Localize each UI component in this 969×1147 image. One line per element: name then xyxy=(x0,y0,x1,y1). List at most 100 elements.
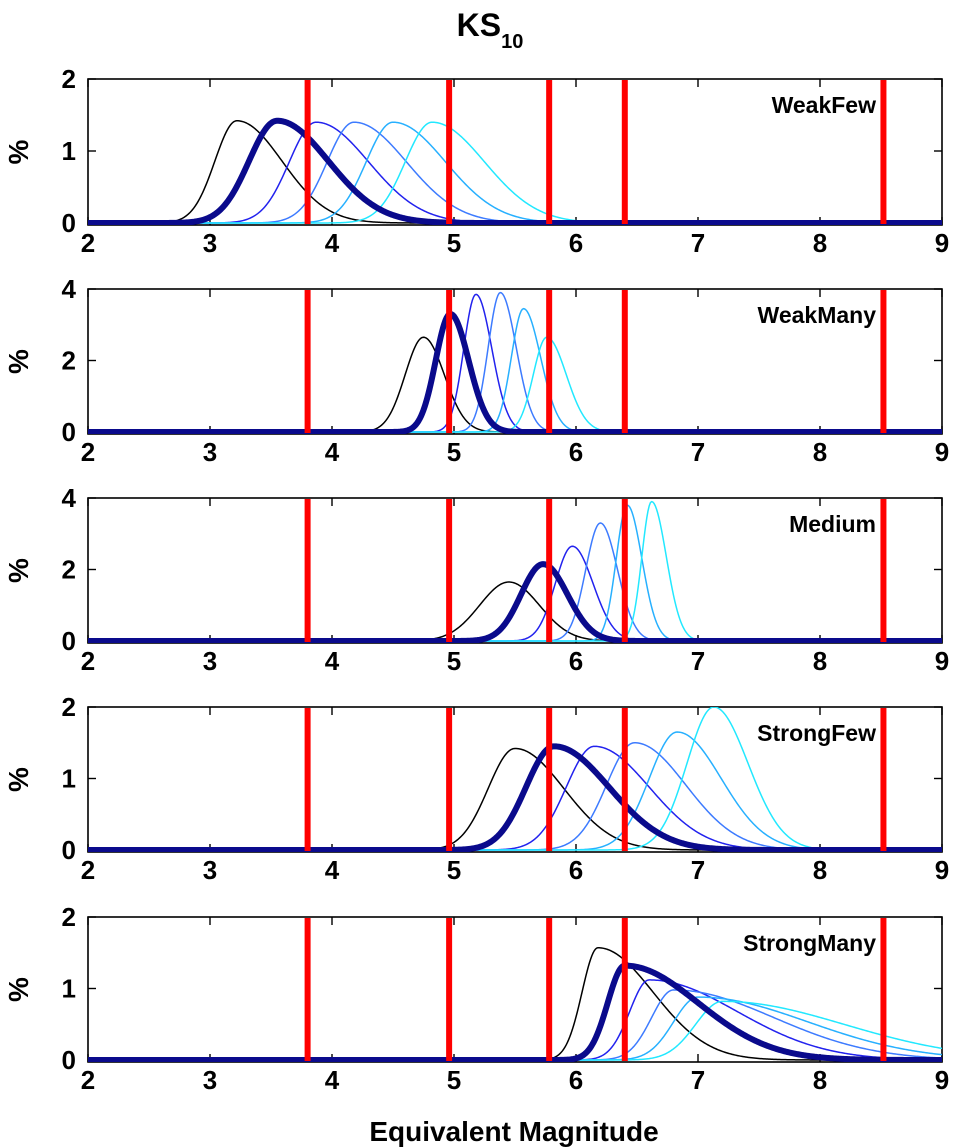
series-line-4 xyxy=(88,742,942,851)
x-tick-label: 6 xyxy=(569,1065,583,1095)
series-line-1 xyxy=(88,747,942,851)
panel-label: StrongMany xyxy=(743,930,876,956)
x-tick-label: 7 xyxy=(691,228,705,258)
series-line-2 xyxy=(88,117,942,225)
y-axis-label: % xyxy=(3,139,34,164)
x-tick-label: 9 xyxy=(935,646,949,676)
series-line-2 xyxy=(88,962,942,1062)
series-line-1 xyxy=(88,120,942,224)
x-tick-label: 3 xyxy=(203,437,217,467)
x-tick-label: 9 xyxy=(935,855,949,885)
x-tick-label: 2 xyxy=(81,646,95,676)
x-tick-label: 2 xyxy=(81,1065,95,1095)
figure-title: KS10 xyxy=(457,7,524,53)
series-line-6 xyxy=(88,1000,942,1061)
y-tick-label: 0 xyxy=(62,1045,76,1075)
y-tick-label: 2 xyxy=(62,346,76,376)
y-tick-label: 4 xyxy=(62,274,77,304)
series-line-6 xyxy=(88,121,942,224)
series-line-1 xyxy=(88,336,942,433)
series-group xyxy=(88,291,942,434)
y-tick-label: 4 xyxy=(62,483,77,513)
series-line-3 xyxy=(88,745,942,851)
x-tick-label: 8 xyxy=(813,646,827,676)
series-line-3 xyxy=(88,121,942,224)
panel-label: WeakMany xyxy=(758,302,877,328)
y-tick-label: 0 xyxy=(62,626,76,656)
x-tick-label: 2 xyxy=(81,228,95,258)
figure-title-subscript: 10 xyxy=(501,31,523,53)
y-axis-label: % xyxy=(3,349,34,374)
x-tick-label: 4 xyxy=(325,437,340,467)
x-tick-label: 9 xyxy=(935,1065,949,1095)
series-line-5 xyxy=(88,996,942,1061)
series-line-2 xyxy=(88,311,942,434)
series-line-3 xyxy=(88,979,942,1061)
y-tick-label: 1 xyxy=(62,136,76,166)
series-line-3 xyxy=(88,545,942,642)
axes-box xyxy=(87,497,943,644)
x-tick-label: 5 xyxy=(447,646,461,676)
series-line-2 xyxy=(88,561,942,643)
y-tick-label: 0 xyxy=(62,835,76,865)
x-tick-label: 8 xyxy=(813,855,827,885)
x-tick-label: 9 xyxy=(935,437,949,467)
x-tick-label: 6 xyxy=(569,228,583,258)
x-tick-label: 3 xyxy=(203,646,217,676)
y-tick-label: 1 xyxy=(62,764,76,794)
figure-title-main: KS xyxy=(457,7,501,43)
x-tick-label: 4 xyxy=(325,1065,340,1095)
series-group xyxy=(88,500,942,643)
axes-box xyxy=(87,706,943,853)
series-line-5 xyxy=(88,121,942,224)
panel-label: StrongFew xyxy=(757,720,876,746)
x-tick-label: 8 xyxy=(813,437,827,467)
x-tick-label: 5 xyxy=(447,437,461,467)
x-tick-label: 8 xyxy=(813,1065,827,1095)
series-group xyxy=(88,947,942,1062)
x-tick-label: 4 xyxy=(325,855,340,885)
y-tick-label: 2 xyxy=(62,902,76,932)
y-axis-label: % xyxy=(3,767,34,792)
series-line-2 xyxy=(88,743,942,852)
x-tick-label: 7 xyxy=(691,437,705,467)
series-line-1 xyxy=(88,947,942,1061)
panel-strongfew: 2 3 4 5 6 7 8 9 0 1 2% StrongFew xyxy=(3,692,949,885)
x-tick-label: 7 xyxy=(691,855,705,885)
series-group xyxy=(88,707,942,852)
x-tick-label: 5 xyxy=(447,228,461,258)
x-tick-label: 2 xyxy=(81,855,95,885)
y-tick-label: 1 xyxy=(62,974,76,1004)
y-tick-label: 2 xyxy=(62,64,76,94)
x-tick-label: 5 xyxy=(447,1065,461,1095)
panel-weakfew: 2 3 4 5 6 7 8 9 0 1 2% WeakFew xyxy=(3,64,949,258)
panel-label: Medium xyxy=(789,511,876,537)
x-tick-label: 6 xyxy=(569,855,583,885)
series-line-4 xyxy=(88,121,942,224)
series-group xyxy=(88,117,942,225)
x-tick-label: 4 xyxy=(325,228,340,258)
series-line-6 xyxy=(88,336,942,433)
panel-strongmany: 2 3 4 5 6 7 8 9 0 1 2% StrongMany xyxy=(3,902,949,1095)
series-line-4 xyxy=(88,522,942,642)
x-tick-label: 3 xyxy=(203,1065,217,1095)
x-tick-label: 8 xyxy=(813,228,827,258)
x-tick-label: 7 xyxy=(691,646,705,676)
x-tick-label: 5 xyxy=(447,855,461,885)
y-axis-label: % xyxy=(3,558,34,583)
series-line-5 xyxy=(88,731,942,851)
y-tick-label: 2 xyxy=(62,692,76,722)
y-axis-label: % xyxy=(3,977,34,1002)
x-tick-label: 9 xyxy=(935,228,949,258)
x-tick-label: 7 xyxy=(691,1065,705,1095)
x-tick-label: 4 xyxy=(325,646,340,676)
y-tick-label: 2 xyxy=(62,555,76,585)
x-tick-label: 3 xyxy=(203,855,217,885)
series-line-4 xyxy=(88,989,942,1061)
x-tick-label: 3 xyxy=(203,228,217,258)
x-tick-label: 6 xyxy=(569,646,583,676)
